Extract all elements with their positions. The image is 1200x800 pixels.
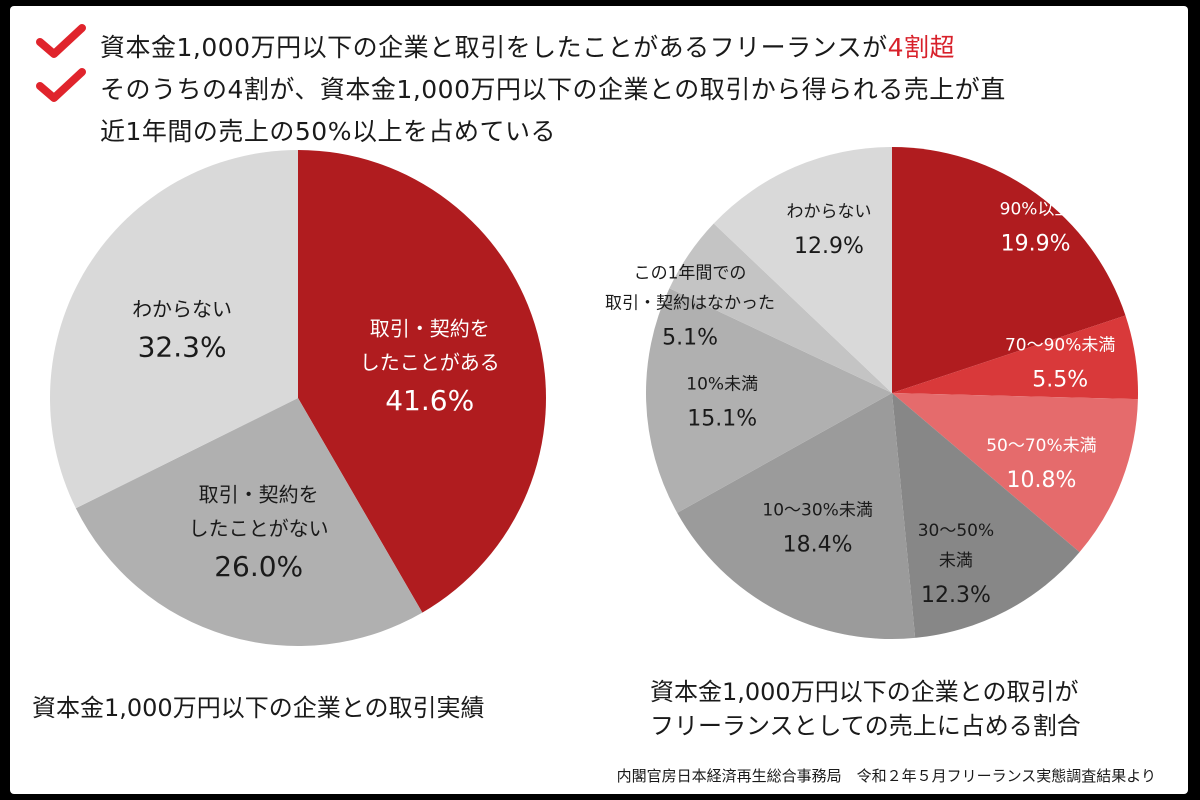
slice-label: 70〜90%未満: [1005, 335, 1115, 355]
slice-label: 10〜30%未満: [762, 501, 872, 521]
slice-value: 5.1%: [662, 326, 718, 351]
pie-slice: [50, 150, 299, 509]
headline-line-1: 資本金1,000万円以下の企業と取引をしたことがあるフリーランスが4割超: [100, 28, 955, 64]
slice-label: わからない: [132, 297, 232, 321]
slice-label: 30〜50%: [918, 521, 994, 541]
slice-label: 取引・契約を: [370, 316, 490, 340]
slice-value: 10.8%: [1006, 468, 1076, 493]
headline-text: 資本金1,000万円以下の企業と取引をしたことがあるフリーランスが: [100, 33, 888, 62]
chart-2-title-line-1: 資本金1,000万円以下の企業との取引が: [650, 678, 1079, 706]
pie-slice: [645, 288, 892, 513]
pie-slice: [892, 315, 1138, 400]
slice-value: 32.3%: [138, 331, 227, 364]
pie-slice: [892, 393, 1138, 553]
slice-label: したことがない: [189, 516, 329, 540]
checkmark-icon: [36, 24, 86, 58]
slice-value: 15.1%: [687, 407, 757, 432]
slice-value: 19.9%: [1001, 231, 1071, 256]
slice-label: 取引・契約はなかった: [605, 294, 775, 314]
slice-value: 5.5%: [1032, 367, 1088, 392]
pie-slice: [892, 147, 1126, 393]
slice-label: 90%以上: [1000, 199, 1072, 219]
slice-label: わからない: [786, 202, 871, 222]
slice-value: 12.3%: [921, 583, 991, 608]
slice-label: この1年間での: [634, 264, 747, 284]
source-note: 内閣官房日本経済再生総合事務局 令和２年５月フリーランス実態調査結果より: [616, 767, 1156, 785]
slice-label: 取引・契約を: [199, 482, 319, 506]
pie-slice: [298, 150, 546, 613]
pie-slice: [892, 393, 1080, 638]
pie-slice: [677, 393, 916, 639]
slice-label: したことがある: [360, 350, 500, 374]
slice-value: 26.0%: [214, 550, 303, 583]
headline-line-2: そのうちの4割が、資本金1,000万円以下の企業との取引から得られる売上が直: [100, 75, 1006, 104]
slice-value: 18.4%: [783, 533, 853, 558]
slice-value: 41.6%: [385, 384, 474, 417]
pie-slice: [713, 147, 892, 393]
slice-label: 10%未満: [686, 375, 758, 395]
headline-line-3: 近1年間の売上の50%以上を占めている: [100, 117, 556, 146]
chart-1-title: 資本金1,000万円以下の企業との取引実績: [32, 694, 485, 722]
pie-slice: [75, 398, 423, 646]
infographic-panel: 資本金1,000万円以下の企業と取引をしたことがあるフリーランスが4割超 そのう…: [10, 6, 1188, 794]
slice-label: 50〜70%未満: [986, 436, 1096, 456]
chart-2-title-line-2: フリーランスとしての売上に占める割合: [650, 712, 1081, 740]
checkmark-icon: [36, 68, 86, 102]
slice-label: 未満: [939, 551, 973, 571]
slice-value: 12.9%: [794, 234, 864, 259]
pie-slice: [669, 223, 892, 393]
pie-charts: 取引・契約をしたことがある41.6%取引・契約をしたことがない26.0%わからな…: [50, 147, 1138, 646]
headline-accent: 4割超: [887, 33, 955, 62]
